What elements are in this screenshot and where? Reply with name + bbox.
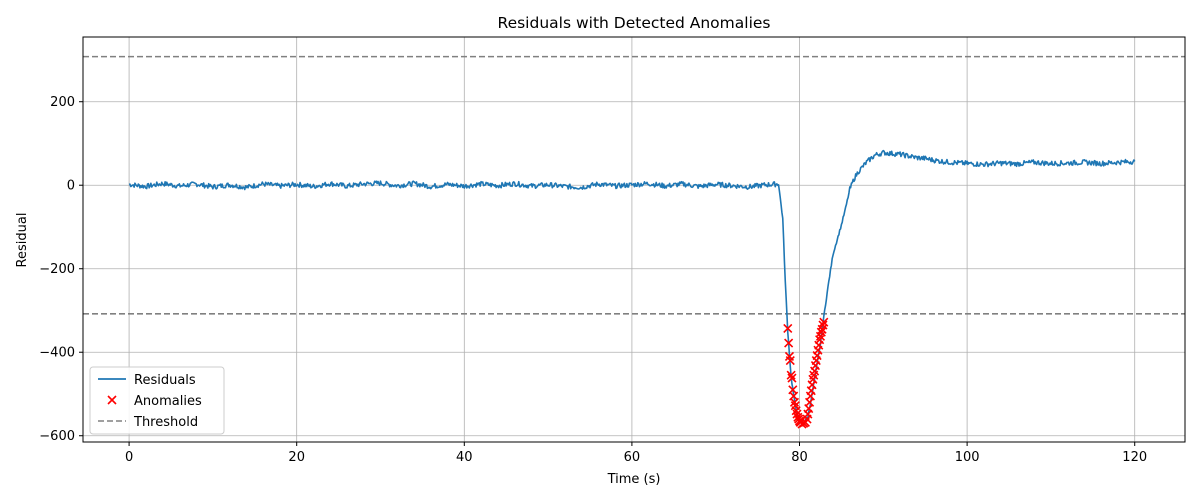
x-tick-label: 20 <box>288 450 305 465</box>
plot-frame <box>82 36 1186 443</box>
legend-label-anomalies: Anomalies <box>134 394 202 409</box>
legend-label-residuals: Residuals <box>134 373 196 388</box>
anomaly-point <box>815 335 825 345</box>
legend-swatch-anomalies <box>107 395 117 405</box>
series-lines <box>128 149 1136 426</box>
x-tick-label: 0 <box>125 450 133 465</box>
x-tick-label: 60 <box>624 450 641 465</box>
y-ticks: −600 −400 −200 0 200 <box>39 95 83 444</box>
x-tick-label: 100 <box>955 450 980 465</box>
anomaly-point <box>819 317 829 327</box>
grid <box>83 37 1185 442</box>
y-axis-label: Residual <box>15 213 30 268</box>
y-tick-label: 0 <box>67 179 75 194</box>
x-tick-label: 120 <box>1122 450 1147 465</box>
legend-label-threshold: Threshold <box>133 415 198 430</box>
anomaly-point <box>791 406 801 416</box>
x-tick-label: 40 <box>456 450 473 465</box>
anomaly-point <box>786 370 796 380</box>
anomaly-point <box>816 327 826 337</box>
anomaly-point <box>789 397 800 407</box>
x-tick-label: 80 <box>791 450 808 465</box>
chart-title: Residuals with Detected Anomalies <box>498 14 771 32</box>
anomaly-point <box>787 373 797 383</box>
anomaly-point <box>785 356 795 366</box>
residuals-line <box>128 149 1136 426</box>
anomaly-point <box>784 338 794 348</box>
y-tick-label: −200 <box>39 262 75 277</box>
y-tick-label: −600 <box>39 429 75 444</box>
y-tick-label: −400 <box>39 346 75 361</box>
x-ticks: 0 20 40 60 80 100 120 <box>125 442 1147 465</box>
anomaly-point <box>792 409 802 419</box>
legend-box <box>89 366 225 435</box>
threshold-lines <box>83 55 1185 315</box>
y-tick-label: 200 <box>50 95 75 110</box>
legend: Residuals Anomalies Threshold <box>89 366 225 435</box>
anomaly-point <box>818 320 828 330</box>
x-axis-label: Time (s) <box>607 472 661 487</box>
anomaly-markers <box>783 317 829 429</box>
plot-background <box>83 37 1185 442</box>
anomaly-point <box>783 323 793 333</box>
